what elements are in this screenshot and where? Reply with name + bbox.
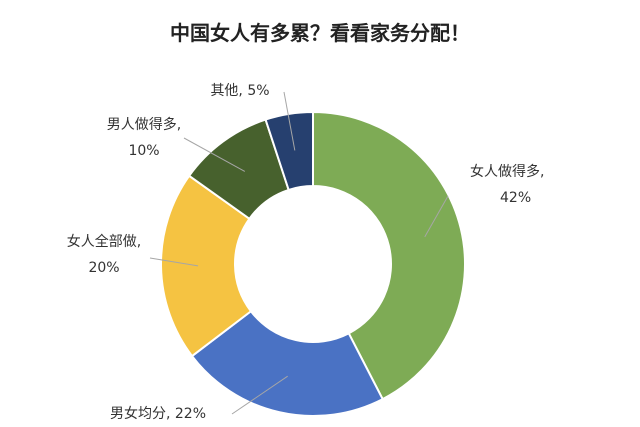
leader-line-2 <box>231 375 288 415</box>
data-value-4: 10% <box>128 143 159 159</box>
data-label-1: 女人做得多, <box>470 163 544 180</box>
leader-lines <box>149 91 449 415</box>
data-label-2: 男女均分, 22% <box>110 405 206 422</box>
leader-line-4 <box>183 137 246 172</box>
data-label-3: 女人全部做, <box>67 233 141 250</box>
data-value-3: 20% <box>88 260 119 276</box>
chart-title: 中国女人有多累？看看家务分配！ <box>170 21 470 45</box>
leader-line-1 <box>424 195 449 238</box>
leader-line-3 <box>149 257 199 267</box>
data-labels: 女人做得多, 42% 男女均分, 22% 女人全部做, 20% 男人做得多, 10% 其他, … <box>67 83 545 422</box>
donut-slices <box>160 110 466 417</box>
donut-slice-1 <box>312 110 466 401</box>
data-value-1: 42% <box>500 190 531 206</box>
donut-slice-5 <box>264 110 314 192</box>
data-label-4: 男人做得多, <box>107 116 181 133</box>
leader-line-5 <box>283 91 296 151</box>
data-label-5: 其他, 5% <box>210 83 269 99</box>
donut-slice-2 <box>190 309 384 417</box>
donut-slice-3 <box>160 174 253 358</box>
